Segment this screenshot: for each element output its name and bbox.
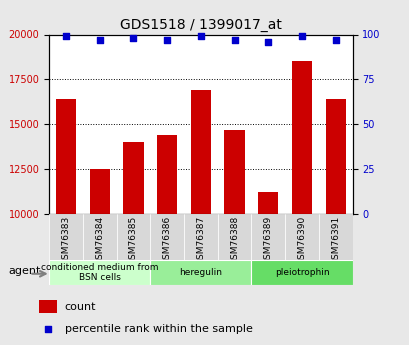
Point (332, 37, 338, 43)
Bar (90, 169, 110, 214)
FancyBboxPatch shape (285, 214, 318, 260)
Text: GSM76386: GSM76386 (162, 216, 171, 266)
Bar (224, 130, 244, 214)
FancyBboxPatch shape (150, 214, 184, 260)
Bar (291, 61, 311, 214)
Text: GSM76389: GSM76389 (263, 216, 272, 266)
Point (298, 33, 305, 39)
Text: GSM76384: GSM76384 (95, 216, 104, 265)
Point (164, 37, 170, 43)
Point (45, 326, 52, 332)
Point (96, 37, 103, 43)
FancyBboxPatch shape (184, 214, 217, 260)
Text: conditioned medium from
BSN cells: conditioned medium from BSN cells (41, 263, 158, 282)
Text: count: count (65, 302, 96, 312)
Title: GDS1518 / 1399017_at: GDS1518 / 1399017_at (120, 18, 281, 32)
Bar (325, 99, 345, 214)
Text: agent: agent (8, 266, 40, 276)
Text: GSM76387: GSM76387 (196, 216, 205, 266)
FancyBboxPatch shape (49, 214, 83, 260)
Text: GSM76388: GSM76388 (229, 216, 238, 266)
FancyBboxPatch shape (251, 260, 352, 285)
Point (63, 33, 69, 39)
Text: GSM76383: GSM76383 (61, 216, 70, 266)
FancyBboxPatch shape (116, 214, 150, 260)
Point (197, 33, 204, 39)
FancyBboxPatch shape (251, 214, 285, 260)
FancyBboxPatch shape (83, 214, 116, 260)
FancyBboxPatch shape (318, 214, 352, 260)
Bar (39, 300, 57, 313)
FancyBboxPatch shape (217, 214, 251, 260)
Text: heregulin: heregulin (179, 268, 222, 277)
Text: pleiotrophin: pleiotrophin (274, 268, 328, 277)
Bar (123, 142, 143, 214)
Text: percentile rank within the sample: percentile rank within the sample (65, 324, 252, 334)
FancyBboxPatch shape (49, 260, 150, 285)
FancyBboxPatch shape (150, 260, 251, 285)
Point (231, 37, 237, 43)
Text: GSM76390: GSM76390 (297, 216, 306, 266)
Bar (190, 90, 211, 214)
Text: GSM76391: GSM76391 (330, 216, 339, 266)
Point (264, 39, 271, 45)
Point (130, 35, 137, 41)
Text: GSM76385: GSM76385 (129, 216, 138, 266)
Bar (258, 193, 278, 214)
Bar (157, 135, 177, 214)
Bar (56, 99, 76, 214)
